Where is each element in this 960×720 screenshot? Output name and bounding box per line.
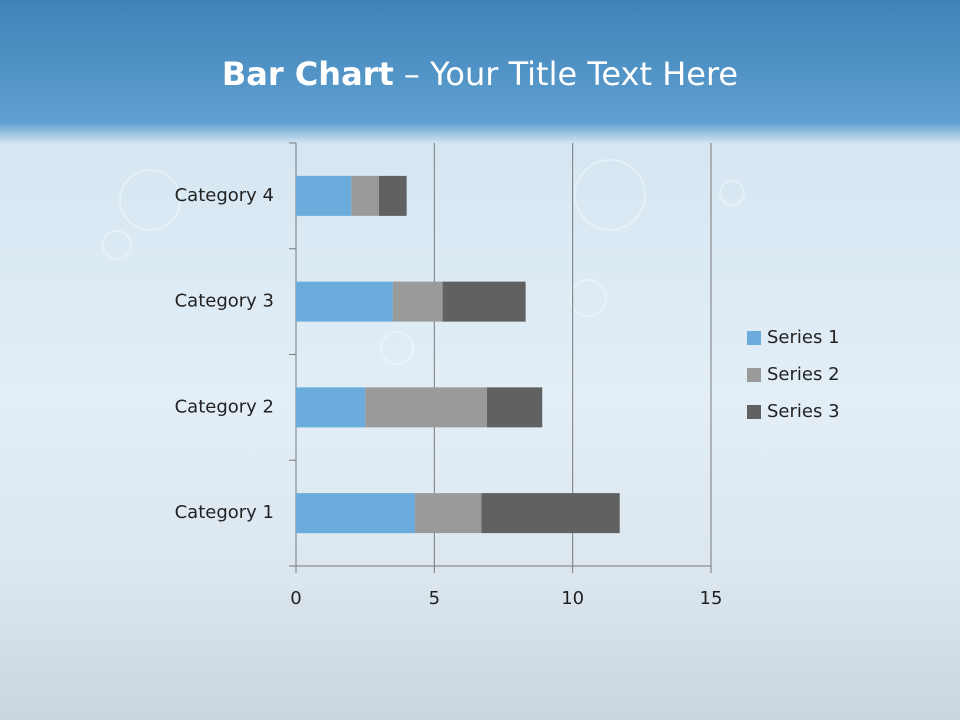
bar-segment	[296, 175, 352, 216]
bar-segment	[351, 175, 379, 216]
bar-segment	[296, 387, 366, 428]
bar-segment	[392, 281, 443, 322]
bar-segment	[481, 493, 620, 534]
legend-label: Series 2	[767, 364, 840, 385]
legend-label: Series 3	[767, 401, 840, 422]
decor	[102, 159, 745, 365]
x-tick-label: 0	[290, 588, 301, 609]
bar-segment	[414, 493, 482, 534]
y-tick-label: Category 3	[175, 291, 274, 312]
x-tick-label: 10	[561, 588, 584, 609]
x-tick-label: 5	[429, 588, 440, 609]
bar-segment	[296, 281, 393, 322]
y-tick-label: Category 4	[175, 185, 274, 206]
legend-swatch	[747, 331, 761, 345]
bar-segment	[365, 387, 487, 428]
legend-swatch	[747, 405, 761, 419]
x-tick-label: 15	[700, 588, 723, 609]
bar-segment	[379, 175, 407, 216]
title-bold: Bar Chart	[222, 55, 394, 93]
legend-label: Series 1	[767, 327, 840, 348]
bar-segment	[296, 493, 415, 534]
title-rest: – Your Title Text Here	[404, 55, 738, 93]
bar-segment	[442, 281, 526, 322]
bar-segment	[486, 387, 543, 428]
legend-swatch	[747, 368, 761, 382]
y-tick-label: Category 1	[175, 502, 274, 523]
y-tick-label: Category 2	[175, 396, 274, 417]
title: Bar Chart – Your Title Text Here	[222, 55, 738, 93]
